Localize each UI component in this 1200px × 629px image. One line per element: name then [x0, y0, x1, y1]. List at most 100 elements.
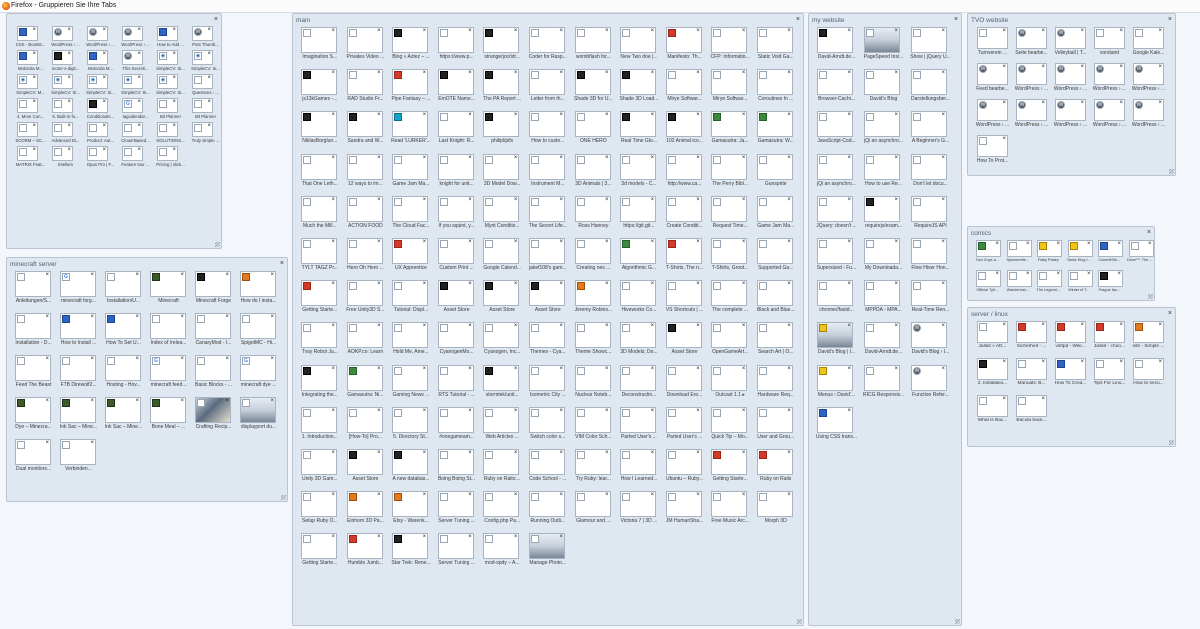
close-tab-icon[interactable]: ×	[67, 147, 71, 153]
close-tab-icon[interactable]: ×	[847, 238, 851, 245]
tab-tile[interactable]: × Tvsy Robot Ju...	[297, 320, 343, 362]
close-tab-icon[interactable]: ×	[137, 99, 141, 105]
tab-tile[interactable]: × The PA Report ...	[479, 67, 525, 109]
close-tab-icon[interactable]: ×	[102, 99, 106, 105]
close-tab-icon[interactable]: ×	[331, 281, 335, 288]
close-tab-icon[interactable]: ×	[696, 28, 700, 34]
tab-thumbnail[interactable]: ×	[817, 364, 853, 391]
tab-tile[interactable]: × Tutorial: Displ...	[388, 278, 434, 320]
close-tab-icon[interactable]: ×	[180, 272, 184, 278]
close-tab-icon[interactable]: ×	[422, 70, 427, 77]
tab-thumbnail[interactable]: ×	[528, 533, 565, 560]
close-tab-icon[interactable]: ×	[787, 407, 791, 414]
close-tab-icon[interactable]: ×	[102, 51, 106, 57]
close-tab-icon[interactable]: ×	[377, 70, 381, 77]
tab-thumbnail[interactable]: ×	[756, 153, 793, 180]
tab-tile[interactable]: × 5. Built-in fu...	[48, 96, 83, 120]
close-tab-icon[interactable]: ×	[513, 365, 518, 372]
close-tab-icon[interactable]: ×	[468, 281, 472, 288]
tab-tile[interactable]: × Config.php Pa...	[479, 489, 525, 531]
tab-thumbnail[interactable]: ×	[437, 69, 474, 96]
tab-thumbnail[interactable]: ×	[437, 448, 474, 475]
close-tab-icon[interactable]: ×	[270, 398, 274, 404]
tab-tile[interactable]: × Tips For Linu...	[1090, 356, 1129, 393]
close-tab-icon[interactable]: ×	[1002, 28, 1006, 34]
tab-thumbnail[interactable]: ×	[574, 69, 611, 96]
tab-thumbnail[interactable]: ×	[756, 69, 793, 96]
close-tab-icon[interactable]: ×	[894, 196, 898, 203]
tab-group-my-website[interactable]: my website × × David-Arndt.de... × PageSpee…	[808, 13, 962, 626]
tab-tile[interactable]: × vsftpd - Wiki...	[1051, 319, 1090, 356]
tab-tile[interactable]: × Manuals: B...	[1012, 356, 1051, 393]
close-tab-icon[interactable]: ×	[894, 238, 898, 245]
tab-thumbnail[interactable]: ×	[87, 50, 108, 65]
tab-thumbnail[interactable]: W ×	[911, 322, 947, 349]
tab-tile[interactable]: × SCORM – SC...	[13, 120, 48, 144]
close-tab-icon[interactable]: ×	[172, 123, 176, 129]
tab-thumbnail[interactable]: ×	[60, 397, 96, 423]
tab-group-minecraft-server[interactable]: minecraft server × × Anleitungen/S... G × mi…	[6, 257, 288, 502]
close-tab-icon[interactable]: ×	[1119, 28, 1123, 34]
close-tab-icon[interactable]: ×	[32, 27, 36, 33]
tab-thumbnail[interactable]: ×	[665, 111, 702, 138]
tab-tile[interactable]: × CanaryMod - I...	[191, 311, 236, 353]
close-tab-icon[interactable]: ×	[1158, 28, 1162, 34]
tab-thumbnail[interactable]: ×	[392, 280, 429, 307]
tab-thumbnail[interactable]: ×	[620, 448, 657, 475]
close-tab-icon[interactable]: ×	[741, 449, 746, 456]
close-tab-icon[interactable]: ×	[787, 28, 791, 34]
tab-tile[interactable]: × js13kGames -...	[297, 67, 343, 109]
close-tab-icon[interactable]: ×	[513, 70, 518, 77]
tab-tile[interactable]: × 5. Directory St...	[388, 405, 434, 447]
tab-tile[interactable]: × jQi an asynchro...	[813, 152, 860, 194]
tab-tile[interactable]: × 102 Animal ico...	[662, 109, 708, 151]
tab-tile[interactable]: × Opus Pro | F...	[83, 144, 118, 168]
tab-tile[interactable]: × Product: Aut...	[83, 120, 118, 144]
tab-thumbnail[interactable]: ×	[620, 491, 657, 518]
close-tab-icon[interactable]: ×	[513, 492, 518, 499]
tab-thumbnail[interactable]: ×	[483, 364, 520, 391]
close-tab-icon[interactable]: ×	[605, 196, 609, 203]
tab-tile[interactable]: ◉ × SimpleCV: Si...	[118, 72, 153, 96]
close-tab-icon[interactable]: ×	[1041, 100, 1045, 106]
close-tab-icon[interactable]: ×	[377, 407, 381, 414]
close-tab-icon[interactable]: ×	[605, 70, 609, 77]
tab-thumbnail[interactable]: ×	[977, 135, 1008, 157]
tab-thumbnail[interactable]: ×	[483, 27, 520, 53]
tab-thumbnail[interactable]: ×	[528, 111, 565, 138]
tab-tile[interactable]: W × WordPress › ...	[1129, 61, 1168, 97]
tab-tile[interactable]: × Verbinden...	[56, 437, 101, 479]
tab-tile[interactable]: × Star Trek: Rene...	[388, 531, 434, 573]
tab-thumbnail[interactable]: ×	[1016, 395, 1047, 417]
tab-tile[interactable]: × Read 'LURKER'...	[388, 109, 434, 151]
close-tab-icon[interactable]: ×	[941, 28, 945, 34]
tab-tile[interactable]: × Bit Planner	[188, 96, 223, 120]
close-tab-icon[interactable]: ×	[45, 356, 49, 362]
tab-thumbnail[interactable]: ×	[1037, 270, 1062, 287]
tab-tile[interactable]: × JQuery: doesn't ...	[813, 194, 860, 236]
tab-thumbnail[interactable]: ×	[528, 153, 565, 180]
tab-tile[interactable]: W × WordPress › ...	[1051, 61, 1090, 97]
tab-thumbnail[interactable]: ×	[756, 491, 793, 518]
close-tab-icon[interactable]: ×	[513, 281, 518, 288]
close-tab-icon[interactable]: ×	[331, 112, 335, 119]
tab-thumbnail[interactable]: ×	[437, 27, 474, 53]
tab-tile[interactable]: × Glamour and ...	[571, 489, 617, 531]
resize-grip-icon[interactable]	[1169, 169, 1174, 174]
close-tab-icon[interactable]: ×	[696, 365, 700, 372]
tab-tile[interactable]: × Tamiz King I...	[1064, 238, 1095, 268]
tab-thumbnail[interactable]: ×	[977, 27, 1008, 49]
close-tab-icon[interactable]: ×	[650, 70, 655, 77]
close-tab-icon[interactable]: ×	[331, 492, 335, 499]
tab-thumbnail[interactable]: ×	[911, 280, 947, 307]
close-tab-icon[interactable]: ×	[894, 154, 898, 161]
tab-thumbnail[interactable]: ×	[1067, 240, 1093, 257]
close-tab-icon[interactable]: ×	[741, 281, 746, 288]
close-tab-icon[interactable]: ×	[67, 75, 71, 81]
close-tab-icon[interactable]: ×	[941, 154, 945, 161]
close-tab-icon[interactable]: ×	[377, 112, 381, 119]
tab-thumbnail[interactable]: ×	[864, 69, 900, 96]
tab-thumbnail[interactable]: ×	[1098, 240, 1123, 257]
tab-thumbnail[interactable]: W ×	[977, 99, 1008, 121]
tab-tile[interactable]: × 4. More Con...	[13, 96, 48, 120]
